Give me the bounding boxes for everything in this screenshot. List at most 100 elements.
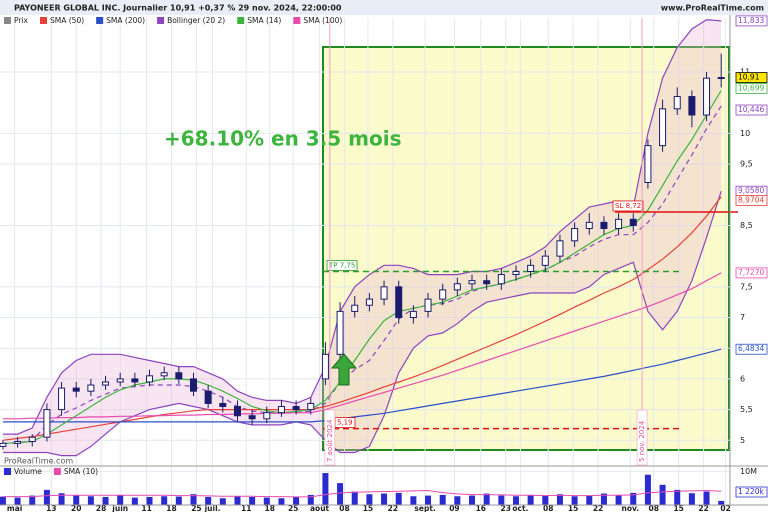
volume-bar (469, 495, 476, 505)
volume-bar (73, 495, 80, 505)
volume-bar (293, 496, 300, 505)
legend-swatch (40, 17, 47, 24)
candle-body (468, 280, 476, 285)
volume-bar (630, 492, 637, 505)
volume-bar (14, 497, 21, 505)
level-label: 5,19 (337, 419, 353, 427)
volume-bar (366, 494, 373, 505)
x-tick-label: 22 (388, 504, 398, 512)
candle-body (102, 381, 110, 386)
legend-label: SMA (100) (303, 16, 342, 25)
volume-bar (102, 496, 109, 505)
candle-body (0, 442, 7, 447)
volume-bar (205, 496, 212, 505)
header-bar (0, 0, 768, 15)
volume-tick-label: 10M (740, 467, 757, 476)
x-tick-label: 15 (568, 504, 578, 512)
x-tick-label: 08 (543, 504, 553, 512)
event-label-box (324, 409, 336, 466)
x-tick-label: 13 (46, 504, 56, 512)
candle-body (321, 353, 329, 380)
last-value-box (735, 83, 768, 94)
indicator-line (2, 90, 722, 444)
y-tick-label: 6 (740, 374, 745, 383)
bollinger-upper (2, 19, 722, 435)
x-tick-label: oct. (512, 504, 528, 512)
volume-bar (644, 474, 651, 505)
volume-bar (600, 493, 607, 505)
level-label-box (326, 260, 358, 271)
candle-body (72, 387, 80, 392)
candle-body (175, 372, 183, 380)
last-value-label: 6,4834 (738, 344, 764, 353)
candle-body (307, 402, 315, 411)
last-value-box (735, 104, 768, 116)
volume-bar (439, 494, 446, 505)
y-tick-label: 5,5 (740, 405, 753, 414)
x-tick-label: 22 (593, 504, 603, 512)
candle-body (277, 406, 285, 414)
volume-bar (718, 500, 725, 505)
last-value-box (735, 72, 768, 83)
candle-body (571, 228, 579, 242)
candle-body (439, 289, 447, 300)
x-tick-label: 25 (288, 504, 298, 512)
y-tick-label: 10 (740, 129, 750, 138)
candle-body (497, 274, 505, 285)
event-label: 5 nov. 2024 (638, 420, 646, 462)
volume-bar (688, 493, 695, 505)
legend-label: Prix (14, 16, 29, 25)
candle-body (600, 221, 608, 230)
x-tick-label: sept. (414, 504, 436, 512)
candle-body (351, 304, 359, 312)
x-tick-label: 20 (71, 504, 81, 512)
candle-body (189, 378, 197, 392)
last-value-box (735, 267, 768, 279)
volume-bar (263, 497, 270, 505)
candle-body (219, 402, 227, 408)
last-value-label: 1 220k (738, 487, 764, 496)
volume-bar (58, 493, 65, 505)
candle-body (453, 283, 461, 291)
volume-bar (556, 494, 563, 505)
candle-body (483, 280, 491, 285)
volume-bar (29, 495, 36, 505)
last-value-label: 11,833 (738, 16, 764, 25)
legend-label: Bollinger (20 2) (167, 16, 225, 25)
legend-swatch (157, 17, 165, 24)
last-value-box (735, 343, 768, 355)
candle-body (233, 406, 241, 417)
candle-body (395, 286, 403, 319)
volume-bar (586, 495, 593, 505)
candle-body (424, 298, 432, 312)
x-tick-label: 25 (191, 504, 201, 512)
volume-bar (146, 496, 153, 505)
volume-bar (454, 496, 461, 505)
candle-body (58, 387, 66, 411)
volume-bar (131, 497, 138, 505)
chart-title: PAYONEER GLOBAL INC. Journalier 10,91 +0… (14, 4, 342, 13)
volume-sma (2, 489, 722, 498)
level-label-box (612, 200, 644, 212)
last-value-label: 9,0580 (738, 186, 764, 195)
volume-bar (351, 491, 358, 505)
x-tick-label: 22 (698, 504, 708, 512)
level-label: SL 8,72 (615, 202, 641, 210)
event-label-box (636, 409, 648, 466)
legend-swatch (96, 17, 104, 24)
volume-bar (249, 496, 256, 505)
volume-bar (0, 496, 6, 505)
candle-body (585, 221, 593, 230)
volume-bar (278, 498, 285, 505)
candle-body (28, 436, 36, 442)
x-tick-label: 11 (141, 504, 151, 512)
source: www.ProRealTime.com (661, 4, 764, 13)
volume-bar (117, 495, 124, 505)
y-tick-label: 7 (740, 313, 745, 322)
volume-bar (87, 496, 94, 505)
x-tick-label: 18 (166, 504, 176, 512)
candle-body (703, 77, 711, 116)
last-value-label: 10,699 (738, 83, 764, 92)
candle-body (615, 218, 623, 230)
